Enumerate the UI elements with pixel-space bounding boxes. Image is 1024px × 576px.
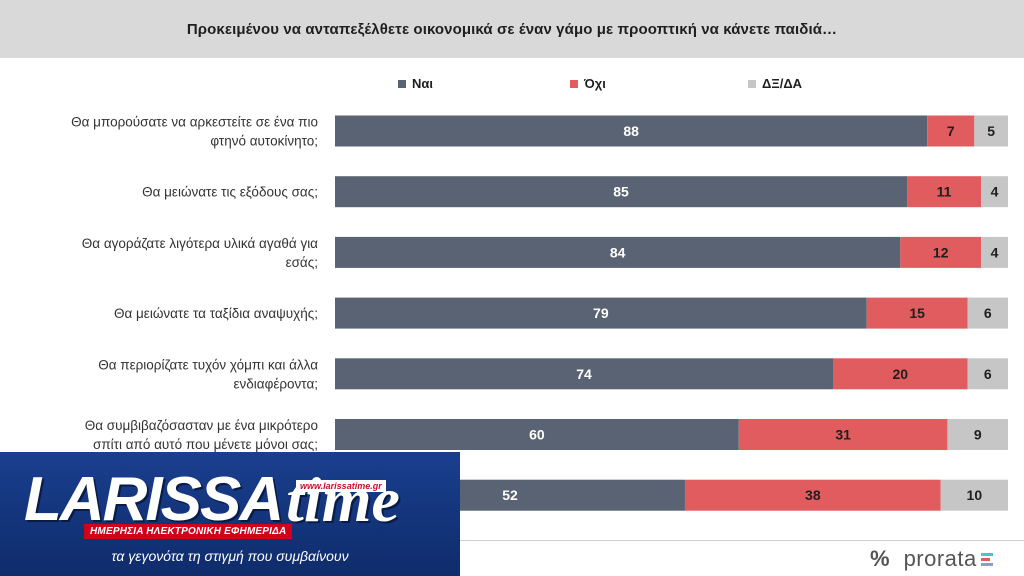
bar-no-2 — [900, 236, 982, 268]
bar-yes-0 — [335, 115, 928, 147]
bar-value-dk-5: 9 — [974, 427, 982, 443]
legend-label-no: Όχι — [584, 76, 606, 91]
bar-no-1 — [907, 176, 982, 208]
chart-title: Προκειμένου να ανταπεξέλθετε οικονομικά … — [186, 20, 838, 38]
bar-value-yes-6: 52 — [502, 487, 518, 503]
category-label-line: ενδιαφέροντα; — [234, 376, 319, 391]
legend-swatch-dk — [748, 79, 756, 88]
category-label-line: εσάς; — [286, 255, 318, 270]
category-label-3: Θα μειώνατε τα ταξίδια αναψυχής; — [114, 306, 318, 321]
larissatime-banner: LARISSA time www.larissatime.gr ΗΜΕΡΗΣΙΑ… — [0, 452, 460, 576]
bar-value-dk-3: 6 — [984, 305, 992, 321]
bar-no-0 — [927, 115, 975, 147]
logo-time-text: time — [286, 464, 400, 535]
bar-value-dk-4: 6 — [984, 366, 992, 382]
category-label-line: φτηνό αυτοκίνητο; — [210, 134, 318, 149]
percent-icon: % — [870, 546, 890, 571]
banner-url: www.larissatime.gr — [296, 480, 386, 492]
legend-item-yes: Ναι — [398, 76, 433, 91]
larissatime-logo: LARISSA time — [24, 464, 400, 535]
bar-value-yes-2: 84 — [610, 244, 626, 260]
legend-swatch-yes — [398, 79, 406, 88]
bar-no-6 — [684, 479, 941, 511]
bar-yes-1 — [335, 176, 908, 208]
category-label-5: Θα συμβιβαζόσασταν με ένα μικρότερο σπίτι… — [85, 418, 318, 452]
category-label-line: Θα μειώνατε τις εξόδους σας; — [142, 185, 318, 200]
category-label-0: Θα μπορούσατε να αρκεστείτε σε ένα πιο φτ… — [71, 115, 318, 149]
bar-value-yes-0: 88 — [623, 123, 639, 139]
bar-value-dk-1: 4 — [991, 184, 999, 200]
bar-value-no-5: 31 — [835, 427, 851, 443]
bar-value-yes-5: 60 — [529, 427, 545, 443]
legend-label-yes: Ναι — [412, 76, 433, 91]
bar-value-yes-1: 85 — [613, 184, 629, 200]
category-label-line: Θα αγοράζατε λιγότερα υλικά αγαθά για — [82, 236, 318, 251]
category-label-line: Θα μειώνατε τα ταξίδια αναψυχής; — [114, 306, 318, 321]
bar-value-no-6: 38 — [805, 487, 821, 503]
bar-yes-4 — [335, 358, 834, 390]
banner-slogan: τα γεγονότα τη στιγμή που συμβαίνουν — [111, 548, 349, 564]
legend-swatch-no — [570, 79, 578, 88]
bar-dk-6 — [940, 479, 1008, 511]
legend: Ναι Όχι ΔΞ/ΔΑ — [0, 76, 1024, 94]
chart-header: Προκειμένου να ανταπεξέλθετε οικονομικά … — [0, 0, 1024, 58]
category-label-line: Θα συμβιβαζόσασταν με ένα μικρότερο — [85, 418, 318, 433]
bar-value-yes-3: 79 — [593, 305, 609, 321]
bar-value-no-1: 11 — [937, 184, 952, 200]
category-label-2: Θα αγοράζατε λιγότερα υλικά αγαθά για εσά… — [82, 236, 318, 270]
category-label-4: Θα περιορίζατε τυχόν χόμπι και άλλα ενδια… — [98, 357, 318, 391]
bar-value-no-2: 12 — [933, 244, 949, 260]
category-label-line: Θα μπορούσατε να αρκεστείτε σε ένα πιο — [71, 115, 318, 130]
bar-value-no-3: 15 — [909, 305, 925, 321]
bar-dk-0 — [974, 115, 1008, 147]
bar-dk-4 — [967, 358, 1008, 390]
bar-value-dk-2: 4 — [991, 244, 999, 260]
banner-tagline: ΗΜΕΡΗΣΙΑ ΗΛΕΚΤΡΟΝΙΚΗ ΕΦΗΜΕΡΙΔΑ — [84, 524, 293, 539]
bar-yes-2 — [335, 236, 901, 268]
category-label-line: Θα περιορίζατε τυχόν χόμπι και άλλα — [98, 357, 318, 372]
bar-dk-5 — [947, 419, 1008, 450]
bar-dk-2 — [981, 236, 1008, 268]
bar-dk-3 — [967, 297, 1008, 329]
bar-no-4 — [833, 358, 968, 390]
prorata-brand: % prorata — [870, 546, 993, 572]
category-label-1: Θα μειώνατε τις εξόδους σας; — [142, 185, 318, 200]
bar-value-dk-6: 10 — [967, 487, 983, 503]
logo-larissa-text: LARISSA — [24, 465, 284, 534]
bar-value-yes-4: 74 — [576, 366, 592, 382]
bar-dk-1 — [981, 176, 1008, 208]
prorata-logo-text: prorata — [903, 546, 977, 571]
prorata-mark-icon — [980, 552, 993, 566]
category-label-line: σπίτι από αυτό που μένετε μόνοι σας; — [93, 437, 318, 452]
bar-value-no-0: 7 — [947, 123, 955, 139]
legend-item-no: Όχι — [570, 76, 606, 91]
legend-label-dk: ΔΞ/ΔΑ — [762, 76, 803, 91]
bar-no-5 — [738, 419, 948, 450]
bar-yes-3 — [335, 297, 867, 329]
footer-divider — [460, 540, 1024, 541]
bar-value-dk-0: 5 — [987, 123, 995, 139]
bar-no-3 — [866, 297, 968, 329]
bar-yes-5 — [335, 419, 739, 450]
legend-item-dk: ΔΞ/ΔΑ — [748, 76, 802, 91]
bar-value-no-4: 20 — [893, 366, 909, 382]
